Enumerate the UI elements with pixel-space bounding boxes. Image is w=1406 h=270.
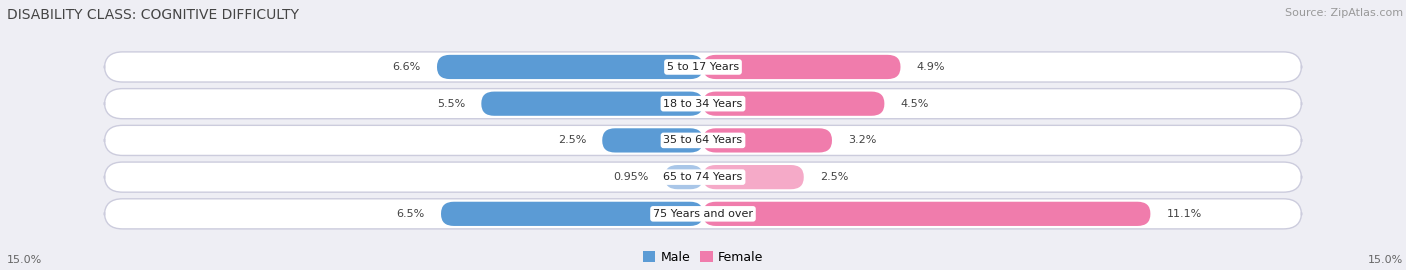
FancyBboxPatch shape <box>481 92 703 116</box>
Text: 2.5%: 2.5% <box>558 135 586 146</box>
Text: 15.0%: 15.0% <box>1368 255 1403 265</box>
Text: DISABILITY CLASS: COGNITIVE DIFFICULTY: DISABILITY CLASS: COGNITIVE DIFFICULTY <box>7 8 299 22</box>
FancyBboxPatch shape <box>602 128 703 153</box>
FancyBboxPatch shape <box>104 125 1302 156</box>
FancyBboxPatch shape <box>104 199 1302 229</box>
Text: 35 to 64 Years: 35 to 64 Years <box>664 135 742 146</box>
FancyBboxPatch shape <box>104 162 1302 192</box>
Text: 3.2%: 3.2% <box>848 135 876 146</box>
FancyBboxPatch shape <box>703 128 832 153</box>
Text: 75 Years and over: 75 Years and over <box>652 209 754 219</box>
FancyBboxPatch shape <box>703 202 1150 226</box>
Text: 65 to 74 Years: 65 to 74 Years <box>664 172 742 182</box>
FancyBboxPatch shape <box>104 89 1302 119</box>
FancyBboxPatch shape <box>104 52 1302 82</box>
Text: 2.5%: 2.5% <box>820 172 848 182</box>
Text: 4.5%: 4.5% <box>900 99 929 109</box>
FancyBboxPatch shape <box>703 55 900 79</box>
Text: 0.95%: 0.95% <box>613 172 648 182</box>
Text: 6.6%: 6.6% <box>392 62 420 72</box>
FancyBboxPatch shape <box>437 55 703 79</box>
Text: Source: ZipAtlas.com: Source: ZipAtlas.com <box>1285 8 1403 18</box>
Text: 18 to 34 Years: 18 to 34 Years <box>664 99 742 109</box>
FancyBboxPatch shape <box>665 165 703 189</box>
Legend: Male, Female: Male, Female <box>643 251 763 264</box>
Text: 4.9%: 4.9% <box>917 62 945 72</box>
Text: 5 to 17 Years: 5 to 17 Years <box>666 62 740 72</box>
FancyBboxPatch shape <box>441 202 703 226</box>
Text: 5.5%: 5.5% <box>437 99 465 109</box>
FancyBboxPatch shape <box>703 165 804 189</box>
Text: 6.5%: 6.5% <box>396 209 425 219</box>
Text: 15.0%: 15.0% <box>7 255 42 265</box>
Text: 11.1%: 11.1% <box>1167 209 1202 219</box>
FancyBboxPatch shape <box>703 92 884 116</box>
